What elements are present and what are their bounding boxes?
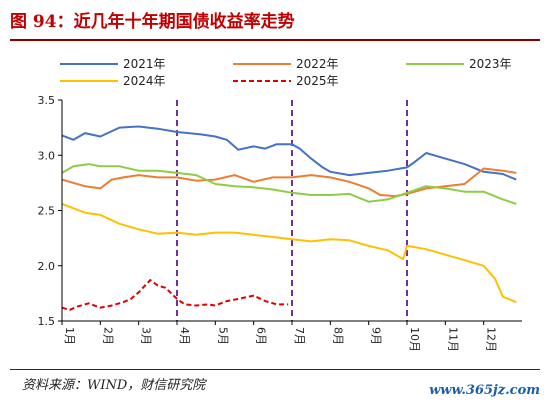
x-tick-label: 6月 — [255, 327, 268, 345]
legend-label: 2025年 — [296, 74, 339, 88]
series-line-2023年 — [61, 163, 517, 205]
source-note: 资料来源：WIND，财信研究院 — [22, 378, 206, 393]
y-tick-label: 3.5 — [38, 94, 56, 107]
x-tick-label: 2月 — [101, 327, 114, 345]
x-tick-label: 3月 — [140, 327, 153, 345]
y-tick-label: 1.5 — [38, 315, 56, 328]
x-tick-label: 5月 — [216, 327, 229, 345]
legend-label: 2022年 — [296, 57, 339, 71]
watermark: www.365jz.com — [429, 383, 540, 398]
figure-title: 图 94：近几年十年期国债收益率走势 — [10, 12, 295, 32]
chart-axes: 1.5 2.0 2.5 3.0 3.5 1月 2月 3月 4月 5月 6月 7月 8月 9月 10月 11月 1… — [38, 94, 522, 352]
x-tick-label: 10月 — [408, 327, 421, 352]
x-tick-label: 7月 — [293, 327, 306, 345]
legend-label: 2021年 — [123, 57, 166, 71]
series-line-2021年 — [61, 125, 517, 181]
y-tick-label: 3.0 — [38, 149, 56, 162]
x-tick-label: 4月 — [178, 327, 191, 345]
x-tick-label: 12月 — [485, 327, 498, 352]
x-tick-label: 11月 — [446, 327, 459, 352]
y-tick-label: 2.0 — [38, 260, 56, 273]
vertical-markers — [176, 100, 408, 321]
legend-label: 2024年 — [123, 74, 166, 88]
series-line-2025年 — [61, 279, 289, 311]
legend-label: 2023年 — [469, 57, 512, 71]
y-tick-label: 2.5 — [38, 205, 56, 218]
x-tick-label: 1月 — [63, 327, 76, 345]
x-tick-label: 8月 — [331, 327, 344, 345]
x-tick-label: 9月 — [370, 327, 383, 345]
line-chart: 2021年 2022年 2023年 2024年 2025年 1.5 2.0 2.5 3.0 3.… — [38, 57, 522, 352]
chart-legend: 2021年 2022年 2023年 2024年 2025年 — [60, 57, 512, 88]
title-rule — [10, 39, 540, 41]
series-line-2024年 — [61, 202, 517, 304]
series-layer — [61, 125, 517, 311]
source-rule — [10, 369, 540, 370]
